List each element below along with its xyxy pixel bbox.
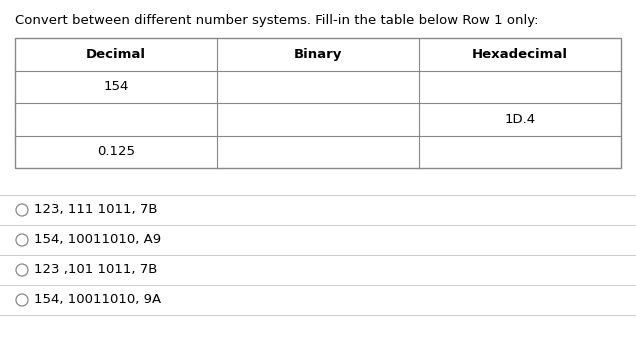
Text: 154: 154 [103,80,128,93]
Text: 123 ,101 1011, 7B: 123 ,101 1011, 7B [34,263,157,277]
Text: 1D.4: 1D.4 [504,113,536,126]
Text: 154, 10011010, A9: 154, 10011010, A9 [34,234,161,246]
Bar [15,38,621,168]
Ellipse shape [16,204,28,216]
Text: Hexadecimal: Hexadecimal [472,48,568,61]
Text: Binary: Binary [294,48,342,61]
Ellipse shape [16,234,28,246]
Text: 0.125: 0.125 [97,145,135,158]
Ellipse shape [16,264,28,276]
Text: 123, 111 1011, 7B: 123, 111 1011, 7B [34,203,158,217]
Text: Convert between different number systems. Fill-in the table below Row 1 only:: Convert between different number systems… [15,14,539,27]
Text: Decimal: Decimal [86,48,146,61]
Text: 154, 10011010, 9A: 154, 10011010, 9A [34,294,161,306]
Ellipse shape [16,294,28,306]
